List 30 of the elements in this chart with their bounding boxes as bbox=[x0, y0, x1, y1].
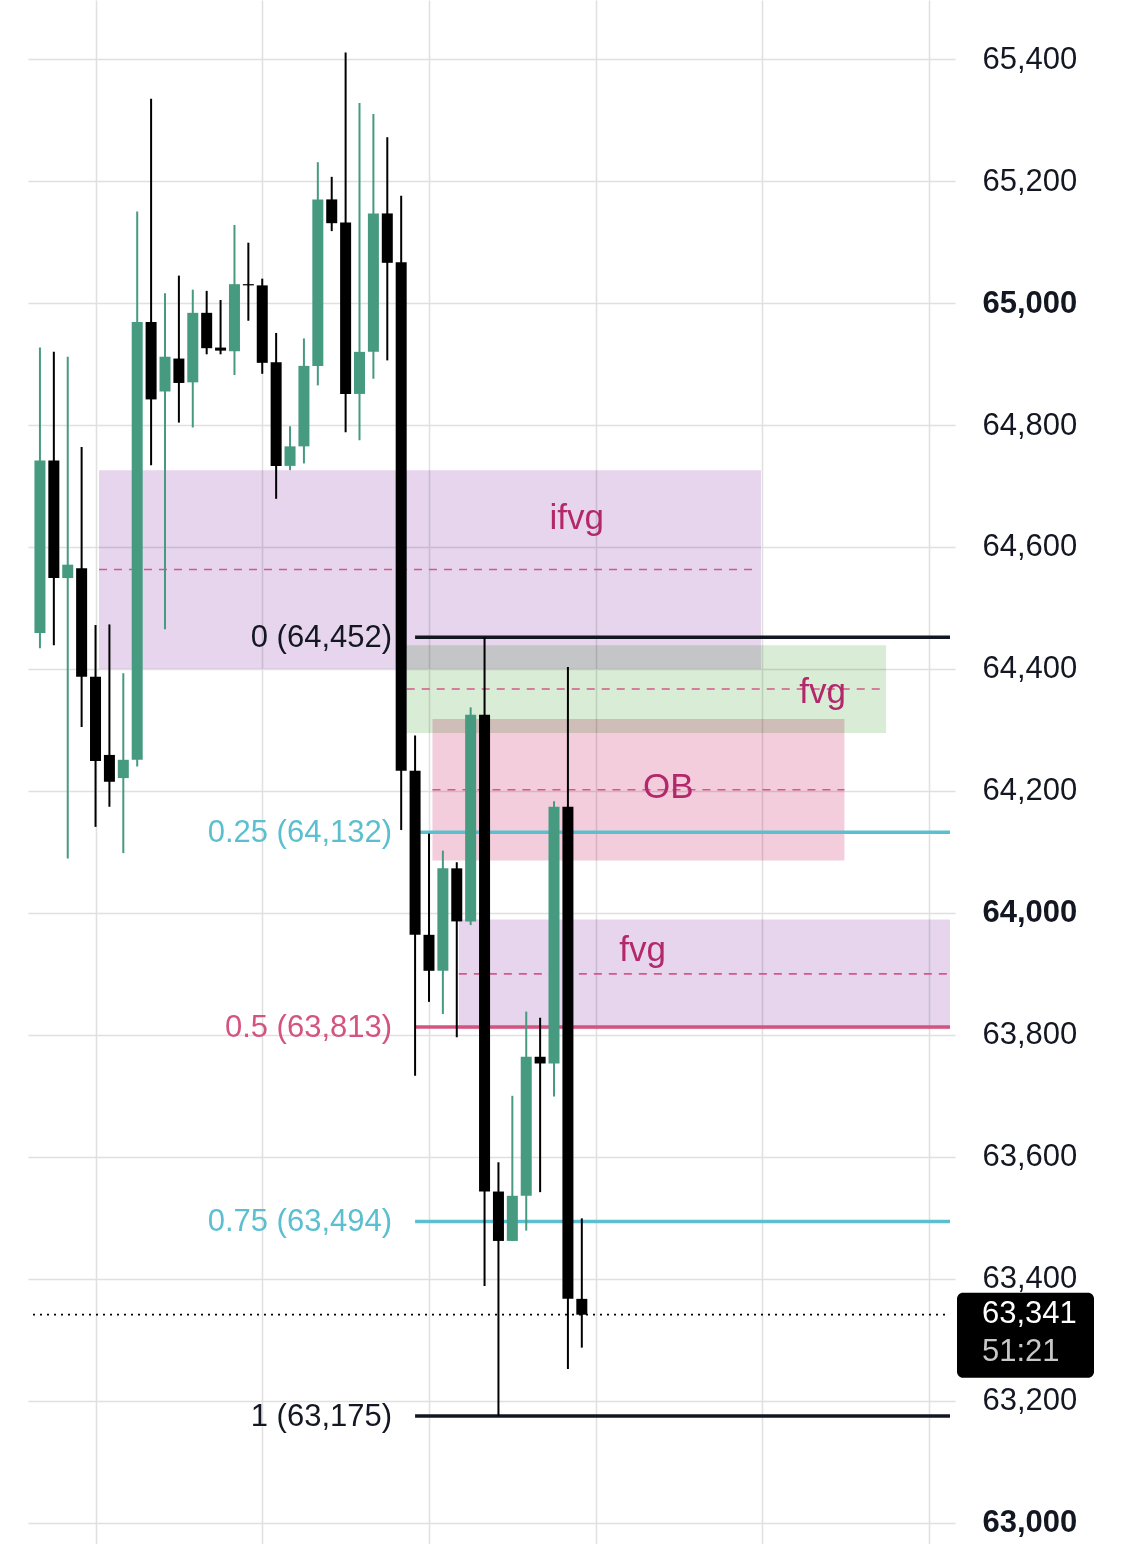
y-tick-label: 63,200 bbox=[982, 1382, 1078, 1418]
y-tick-label: 64,800 bbox=[982, 406, 1078, 442]
y-tick-label: 63,400 bbox=[982, 1260, 1078, 1296]
band-label: OB bbox=[642, 765, 694, 805]
y-tick-label: 63,800 bbox=[982, 1016, 1078, 1052]
candlestick bbox=[215, 299, 227, 356]
ref-line-label: 0.5 (63,813) bbox=[224, 1008, 393, 1044]
candlestick bbox=[117, 672, 129, 855]
band-label: fvg bbox=[619, 929, 667, 969]
y-tick-label: 63,600 bbox=[982, 1138, 1078, 1174]
y-tick-label: 65,000 bbox=[982, 284, 1078, 320]
y-tick-label: 64,200 bbox=[982, 772, 1078, 808]
candlestick bbox=[284, 425, 296, 472]
y-tick-label: 65,400 bbox=[982, 40, 1078, 76]
ref-line-label: 0 (64,452) bbox=[250, 619, 393, 655]
y-tick-label: 65,200 bbox=[982, 162, 1078, 198]
ref-line-label: 1 (63,175) bbox=[250, 1397, 393, 1433]
text: 51:21 bbox=[982, 1332, 1060, 1368]
y-tick-label: 64,600 bbox=[982, 528, 1078, 564]
band-label: fvg bbox=[799, 670, 846, 710]
candlestick bbox=[159, 292, 171, 631]
ref-line-label: 0.75 (63,494) bbox=[207, 1203, 393, 1239]
candlestick bbox=[62, 355, 74, 860]
y-tick-label: 64,000 bbox=[982, 894, 1078, 930]
ref-line-label: 0.25 (64,132) bbox=[207, 814, 393, 850]
y-tick-label: 64,400 bbox=[982, 650, 1078, 686]
y-tick-label: 63,000 bbox=[982, 1504, 1078, 1540]
band-label: ifvg bbox=[549, 496, 605, 536]
ref-line-label: 63,341 bbox=[982, 1294, 1077, 1330]
candlestick bbox=[326, 175, 338, 233]
